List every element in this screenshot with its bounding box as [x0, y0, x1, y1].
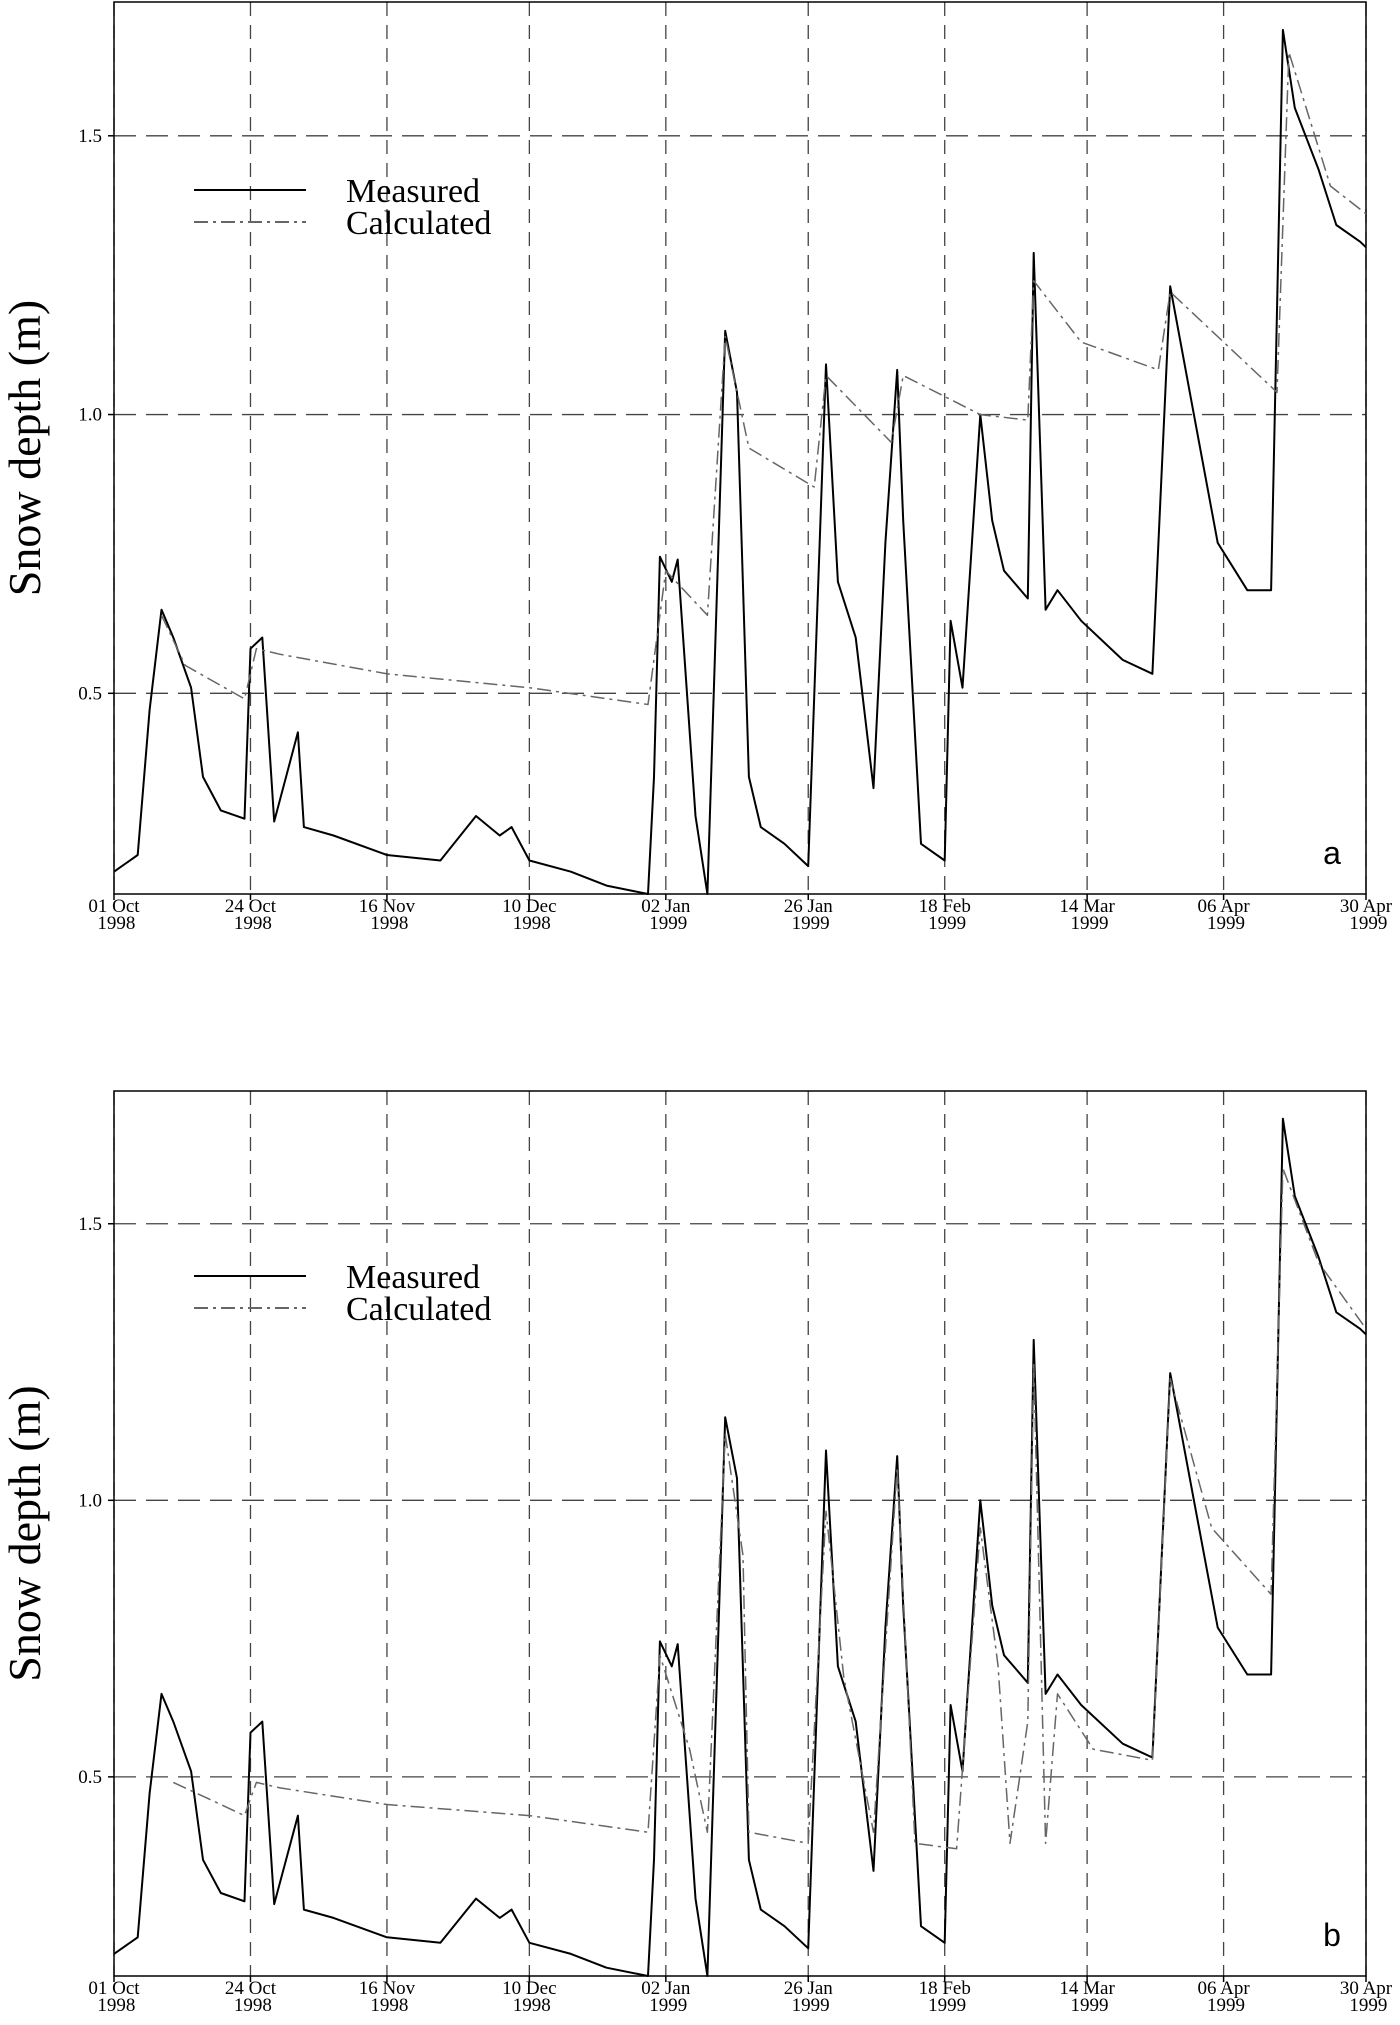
- plot-frame: [113, 1090, 1367, 1977]
- x-tick-label-line: 30 Apr: [1340, 896, 1393, 917]
- x-tick-label-line: 1998: [229, 913, 272, 934]
- x-tick-label-line: 14 Mar: [1059, 1978, 1115, 1999]
- x-tick-label-line: 1999: [1202, 1995, 1245, 2016]
- x-tick-label: 02 Jan 1999: [641, 896, 691, 934]
- x-tick-label-line: 1999: [644, 913, 687, 934]
- y-tick-label: 1.0: [78, 1490, 102, 1511]
- x-tick-label-line: 02 Jan: [641, 896, 691, 917]
- x-tick-label-line: 1998: [229, 1995, 272, 2016]
- x-tick-label-line: 30 Apr: [1340, 1978, 1393, 1999]
- x-tick-label-line: 1999: [1345, 913, 1388, 934]
- x-tick-label-line: 10 Dec: [502, 1978, 556, 1999]
- legend-label: Calculated: [346, 205, 491, 242]
- x-tick-label-line: 1998: [366, 1995, 409, 2016]
- series-line: [160, 51, 1367, 706]
- x-tick-label: 26 Jan 1999: [784, 896, 834, 934]
- x-tick-label-line: 1999: [1066, 913, 1109, 934]
- y-tick-label: 1.5: [78, 126, 102, 147]
- panel-label: b: [1323, 1917, 1341, 1953]
- x-tick-label-line: 1998: [366, 913, 409, 934]
- x-tick-label-line: 1999: [1202, 913, 1245, 934]
- x-tick-label-line: 16 Nov: [359, 1978, 416, 1999]
- y-tick-label: 1.0: [78, 405, 102, 426]
- x-tick-label-line: 18 Feb: [919, 896, 971, 917]
- x-tick-label-line: 02 Jan: [641, 1978, 691, 1999]
- y-axis-label: Snow depth (m): [0, 300, 50, 596]
- x-tick-label: 06 Apr 1999: [1197, 1978, 1250, 2016]
- x-tick-label: 10 Dec 1998: [502, 1978, 556, 2016]
- x-tick-label-line: 1998: [508, 1995, 551, 2016]
- x-tick-label-line: 10 Dec: [502, 896, 556, 917]
- x-tick-label-line: 1999: [923, 1995, 966, 2016]
- x-tick-label: 18 Feb 1999: [919, 1978, 971, 2016]
- x-tick-label-line: 1999: [644, 1995, 687, 2016]
- x-tick-label: 26 Jan 1999: [784, 1978, 834, 2016]
- x-tick-label: 16 Nov 1998: [359, 1978, 416, 2016]
- x-tick-label: 02 Jan 1999: [641, 1978, 691, 2016]
- x-tick-label-line: 06 Apr: [1197, 1978, 1250, 1999]
- series-line: [113, 28, 1367, 895]
- x-tick-label: 10 Dec 1998: [502, 896, 556, 934]
- y-axis-label: Snow depth (m): [0, 1385, 50, 1681]
- x-tick-label-line: 24 Oct: [225, 1978, 277, 1999]
- legend-label: Calculated: [346, 1291, 491, 1328]
- y-tick-label: 0.5: [78, 1767, 102, 1788]
- x-tick-label: 01 Oct 1998: [88, 1978, 140, 2016]
- x-tick-label: 18 Feb 1999: [919, 896, 971, 934]
- x-tick-label: 14 Mar 1999: [1059, 1978, 1115, 2016]
- y-tick-label: 1.5: [78, 1214, 102, 1235]
- x-tick-label: 14 Mar 1999: [1059, 896, 1115, 934]
- x-tick-label-line: 01 Oct: [88, 1978, 140, 1999]
- series-line: [172, 1167, 1367, 1850]
- x-tick-label-line: 06 Apr: [1197, 896, 1250, 917]
- x-tick-label: 30 Apr 1999: [1340, 1978, 1393, 2016]
- series-line: [113, 1117, 1367, 1977]
- legend-label: Measured: [346, 173, 480, 210]
- x-tick-label-line: 1999: [787, 913, 830, 934]
- x-tick-label-line: 16 Nov: [359, 896, 416, 917]
- x-tick-label-line: 1999: [923, 913, 966, 934]
- x-tick-label: 01 Oct 1998: [88, 896, 140, 934]
- x-tick-label-line: 1998: [93, 1995, 136, 2016]
- x-tick-label: 24 Oct 1998: [225, 896, 277, 934]
- x-tick-label-line: 1998: [93, 913, 136, 934]
- legend-label: Measured: [346, 1259, 480, 1296]
- x-tick-label-line: 1999: [1345, 1995, 1388, 2016]
- x-tick-label: 16 Nov 1998: [359, 896, 416, 934]
- x-tick-label-line: 1998: [508, 913, 551, 934]
- panel-label: a: [1323, 835, 1341, 871]
- x-tick-label-line: 18 Feb: [919, 1978, 971, 1999]
- y-tick-label: 0.5: [78, 683, 102, 704]
- x-tick-label: 30 Apr 1999: [1340, 896, 1393, 934]
- x-tick-label-line: 14 Mar: [1059, 896, 1115, 917]
- x-tick-label-line: 1999: [1066, 1995, 1109, 2016]
- x-tick-label-line: 26 Jan: [784, 896, 834, 917]
- x-tick-label-line: 01 Oct: [88, 896, 140, 917]
- x-tick-label-line: 1999: [787, 1995, 830, 2016]
- x-tick-label-line: 24 Oct: [225, 896, 277, 917]
- x-tick-label-line: 26 Jan: [784, 1978, 834, 1999]
- x-tick-label: 24 Oct 1998: [225, 1978, 277, 2016]
- plot-frame: [113, 1, 1367, 895]
- x-tick-label: 06 Apr 1999: [1197, 896, 1250, 934]
